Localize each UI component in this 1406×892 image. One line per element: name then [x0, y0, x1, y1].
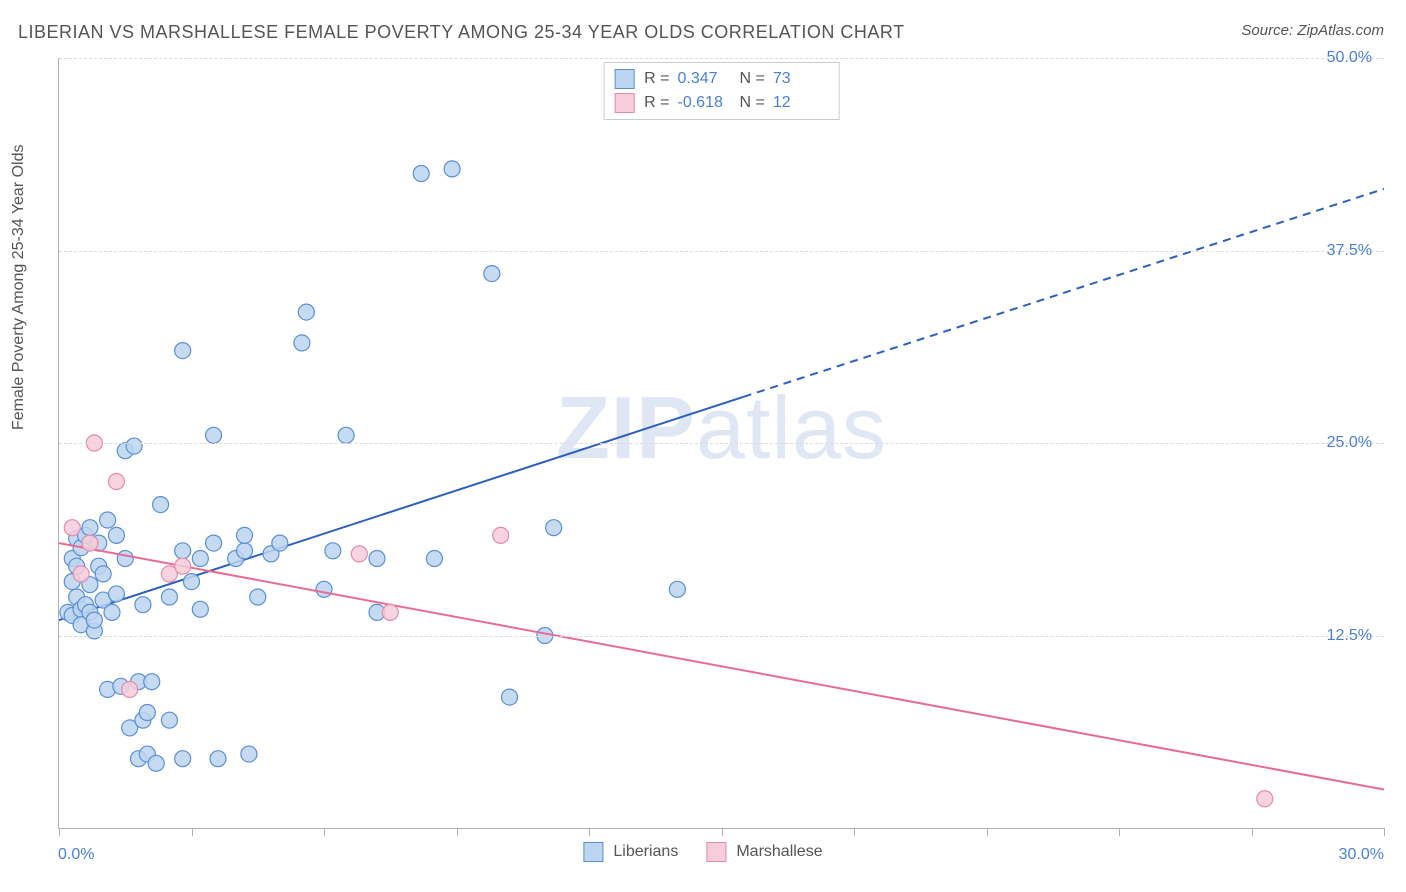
- data-point: [351, 546, 367, 562]
- data-point: [294, 335, 310, 351]
- x-axis-max-label: 30.0%: [1339, 846, 1384, 864]
- data-point: [669, 581, 685, 597]
- data-point: [104, 604, 120, 620]
- data-point: [502, 689, 518, 705]
- data-point: [95, 566, 111, 582]
- legend-swatch: [706, 842, 726, 862]
- data-point: [122, 681, 138, 697]
- data-point: [175, 558, 191, 574]
- data-point: [210, 751, 226, 767]
- y-tick-label: 37.5%: [1327, 242, 1372, 260]
- x-tick: [59, 828, 60, 836]
- data-point: [64, 520, 80, 536]
- data-point: [82, 535, 98, 551]
- legend-item: Marshallese: [706, 842, 822, 862]
- data-point: [192, 601, 208, 617]
- data-point: [117, 551, 133, 567]
- data-point: [135, 597, 151, 613]
- x-tick: [987, 828, 988, 836]
- gridline: [59, 443, 1384, 444]
- chart-title: LIBERIAN VS MARSHALLESE FEMALE POVERTY A…: [18, 22, 905, 43]
- data-point: [73, 566, 89, 582]
- y-axis-label: Female Poverty Among 25-34 Year Olds: [10, 145, 28, 431]
- source-attribution: Source: ZipAtlas.com: [1241, 22, 1384, 39]
- data-point: [484, 266, 500, 282]
- data-point: [206, 427, 222, 443]
- x-tick: [589, 828, 590, 836]
- gridline: [59, 251, 1384, 252]
- gridline: [59, 636, 1384, 637]
- x-tick: [192, 828, 193, 836]
- source-label: Source:: [1241, 22, 1293, 39]
- legend-label: Liberians: [613, 843, 678, 861]
- data-point: [161, 589, 177, 605]
- data-point: [237, 527, 253, 543]
- data-point: [144, 674, 160, 690]
- data-point: [241, 746, 257, 762]
- data-point: [148, 755, 164, 771]
- data-point: [546, 520, 562, 536]
- data-point: [206, 535, 222, 551]
- y-tick-label: 50.0%: [1327, 49, 1372, 67]
- legend-swatch: [583, 842, 603, 862]
- data-point: [82, 520, 98, 536]
- gridline: [59, 58, 1384, 59]
- y-tick-label: 12.5%: [1327, 627, 1372, 645]
- data-point: [325, 543, 341, 559]
- data-point: [426, 551, 442, 567]
- data-point: [139, 705, 155, 721]
- data-point: [369, 551, 385, 567]
- x-tick: [1384, 828, 1385, 836]
- data-point: [493, 527, 509, 543]
- data-point: [108, 527, 124, 543]
- chart-container: LIBERIAN VS MARSHALLESE FEMALE POVERTY A…: [0, 0, 1406, 892]
- data-point: [175, 343, 191, 359]
- data-point: [108, 474, 124, 490]
- data-point: [382, 604, 398, 620]
- data-point: [237, 543, 253, 559]
- regression-line: [59, 543, 1384, 789]
- y-tick-label: 25.0%: [1327, 434, 1372, 452]
- data-point: [100, 512, 116, 528]
- x-tick: [722, 828, 723, 836]
- data-point: [298, 304, 314, 320]
- data-point: [86, 612, 102, 628]
- data-point: [108, 586, 124, 602]
- data-point: [161, 712, 177, 728]
- data-point: [126, 438, 142, 454]
- data-point: [184, 574, 200, 590]
- legend-item: Liberians: [583, 842, 678, 862]
- data-point: [413, 166, 429, 182]
- data-point: [338, 427, 354, 443]
- data-point: [1257, 791, 1273, 807]
- data-point: [272, 535, 288, 551]
- data-point: [192, 551, 208, 567]
- x-tick: [854, 828, 855, 836]
- x-axis-min-label: 0.0%: [58, 846, 94, 864]
- legend-label: Marshallese: [736, 843, 822, 861]
- regression-line-extrapolated: [744, 189, 1384, 397]
- plot-area: ZIPatlas R =0.347N =73R =-0.618N =12 12.…: [58, 58, 1384, 829]
- series-legend: Liberians Marshallese: [583, 842, 822, 862]
- data-point: [316, 581, 332, 597]
- data-point: [175, 543, 191, 559]
- data-point: [250, 589, 266, 605]
- data-point: [153, 497, 169, 513]
- x-tick: [324, 828, 325, 836]
- data-point: [444, 161, 460, 177]
- x-tick: [457, 828, 458, 836]
- x-tick: [1252, 828, 1253, 836]
- data-point: [175, 751, 191, 767]
- x-tick: [1119, 828, 1120, 836]
- source-name: ZipAtlas.com: [1297, 22, 1384, 39]
